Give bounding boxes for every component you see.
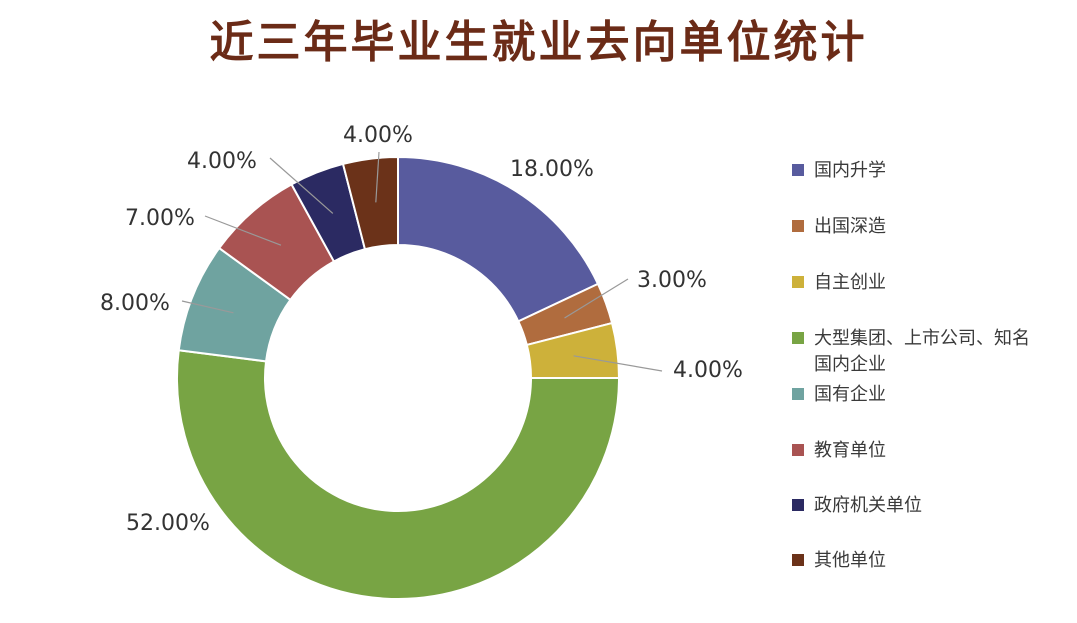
leader-line: [564, 278, 629, 319]
legend-swatch: [792, 554, 804, 566]
legend-swatch: [792, 388, 804, 400]
legend-swatch: [792, 499, 804, 511]
legend-swatch: [792, 444, 804, 456]
legend-item-self-employed: 自主创业: [792, 270, 1044, 296]
data-label: 18.00%: [510, 157, 594, 182]
legend-label: 自主创业: [814, 272, 886, 293]
donut-slices: [176, 155, 621, 600]
data-label: 8.00%: [100, 291, 170, 316]
leader-line: [269, 157, 334, 214]
data-labels: 18.00% 3.00% 4.00% 52.00% 8.00% 7.00% 4.00% 4.0…: [100, 123, 743, 536]
donut-slice: [397, 155, 600, 323]
legend-label: 政府机关单位: [814, 495, 922, 516]
legend-item-state-owned: 国有企业: [792, 382, 1044, 408]
data-label: 4.00%: [187, 149, 257, 174]
legend-item-education: 教育单位: [792, 438, 1044, 464]
leader-line: [573, 355, 663, 372]
legend-item-domestic-study: 国内升学: [792, 158, 1044, 184]
data-label: 7.00%: [125, 206, 195, 231]
data-label: 3.00%: [637, 268, 707, 293]
data-label: 4.00%: [673, 358, 743, 383]
donut-slice: [341, 155, 399, 251]
donut-slice: [176, 349, 621, 600]
chart-title: 近三年毕业生就业去向单位统计: [209, 17, 868, 68]
leader-line: [181, 300, 234, 314]
legend-swatch: [792, 276, 804, 288]
legend-label: 其他单位: [814, 550, 886, 571]
legend-swatch: [792, 220, 804, 232]
legend-swatch: [792, 164, 804, 176]
legend-label: 出国深造: [814, 216, 886, 237]
legend-label: 大型集团、上市公司、知名国内企业: [814, 328, 1030, 375]
legend-label: 教育单位: [814, 440, 886, 461]
leader-line: [204, 215, 282, 246]
data-label: 52.00%: [126, 511, 210, 536]
leader-lines: [181, 151, 663, 372]
legend-item-government: 政府机关单位: [792, 493, 1044, 519]
legend-swatch: [792, 332, 804, 344]
legend-item-study-abroad: 出国深造: [792, 214, 1044, 240]
legend-label: 国有企业: [814, 384, 886, 405]
data-label: 4.00%: [343, 123, 413, 148]
leader-line: [375, 151, 380, 203]
legend-label: 国内升学: [814, 160, 886, 181]
legend-item-large-enterprises: 大型集团、上市公司、知名国内企业: [792, 326, 1044, 378]
legend-item-other: 其他单位: [792, 548, 1044, 574]
